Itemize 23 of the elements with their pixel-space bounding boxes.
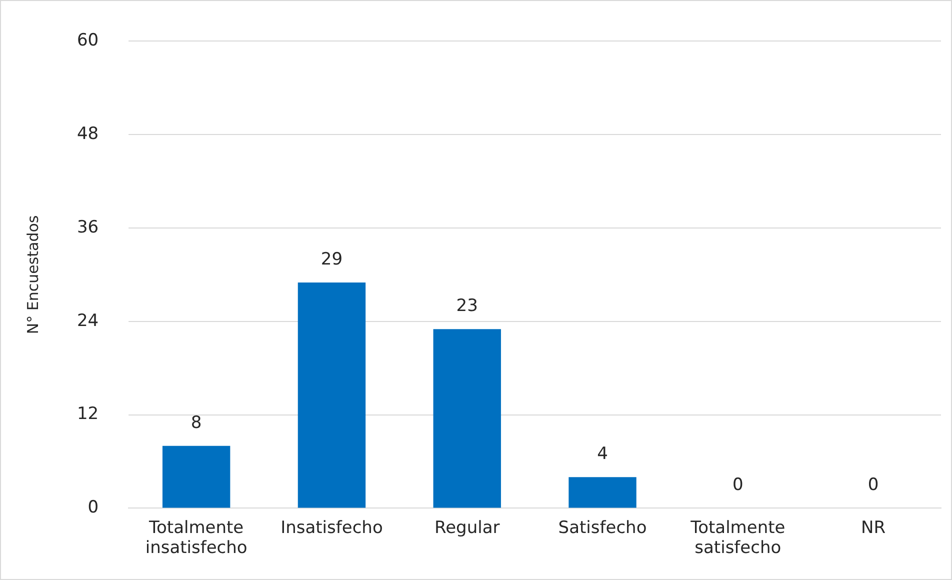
bar — [568, 477, 636, 508]
bar — [298, 282, 366, 508]
x-tick-label: Satisfecho — [558, 518, 647, 538]
y-tick-label: 0 — [88, 498, 99, 518]
data-label: 4 — [597, 444, 608, 464]
bar — [433, 329, 501, 508]
data-label: 0 — [868, 475, 879, 496]
data-label: 23 — [456, 296, 478, 316]
x-tick-label: Insatisfecho — [280, 518, 383, 538]
y-tick-label: 60 — [76, 30, 99, 51]
x-tick-label: Regular — [434, 518, 500, 538]
y-tick-label: 36 — [76, 217, 99, 238]
x-tick-label: Totalmente satisfecho — [690, 518, 786, 558]
y-tick-label: 12 — [76, 404, 99, 424]
y-axis-title: N° Encuestados — [24, 215, 42, 334]
data-label: 29 — [320, 249, 343, 270]
data-label: 8 — [190, 412, 202, 433]
data-label: 0 — [732, 475, 744, 496]
x-tick-label: Totalmente insatisfecho — [145, 518, 248, 558]
y-tick-label: 24 — [76, 310, 99, 331]
y-tick-label: 48 — [76, 124, 99, 144]
bar — [162, 446, 230, 508]
x-tick-label: NR — [861, 518, 886, 538]
